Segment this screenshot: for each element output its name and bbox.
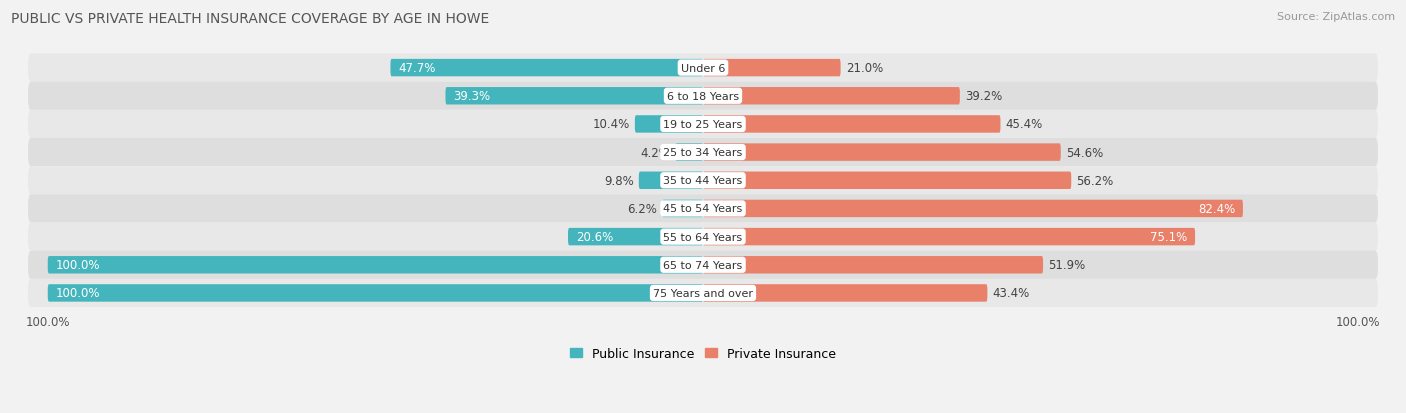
FancyBboxPatch shape <box>28 279 1378 307</box>
FancyBboxPatch shape <box>446 88 703 105</box>
FancyBboxPatch shape <box>391 60 703 77</box>
FancyBboxPatch shape <box>568 228 703 246</box>
Text: 100.0%: 100.0% <box>56 287 100 300</box>
FancyBboxPatch shape <box>28 55 1378 83</box>
Text: 45 to 54 Years: 45 to 54 Years <box>664 204 742 214</box>
FancyBboxPatch shape <box>28 251 1378 279</box>
Text: 4.2%: 4.2% <box>640 146 671 159</box>
FancyBboxPatch shape <box>703 200 1243 218</box>
FancyBboxPatch shape <box>703 144 1060 161</box>
Text: 56.2%: 56.2% <box>1077 174 1114 188</box>
Legend: Public Insurance, Private Insurance: Public Insurance, Private Insurance <box>569 347 837 360</box>
Text: 39.3%: 39.3% <box>453 90 491 103</box>
FancyBboxPatch shape <box>638 172 703 190</box>
Text: 65 to 74 Years: 65 to 74 Years <box>664 260 742 270</box>
Text: PUBLIC VS PRIVATE HEALTH INSURANCE COVERAGE BY AGE IN HOWE: PUBLIC VS PRIVATE HEALTH INSURANCE COVER… <box>11 12 489 26</box>
FancyBboxPatch shape <box>636 116 703 133</box>
Text: Source: ZipAtlas.com: Source: ZipAtlas.com <box>1277 12 1395 22</box>
Text: 47.7%: 47.7% <box>398 62 436 75</box>
Text: 51.9%: 51.9% <box>1049 259 1085 272</box>
Text: 10.4%: 10.4% <box>592 118 630 131</box>
FancyBboxPatch shape <box>703 228 1195 246</box>
FancyBboxPatch shape <box>48 285 703 302</box>
Text: 75.1%: 75.1% <box>1150 230 1187 244</box>
FancyBboxPatch shape <box>28 83 1378 111</box>
Text: 19 to 25 Years: 19 to 25 Years <box>664 120 742 130</box>
FancyBboxPatch shape <box>28 223 1378 251</box>
Text: 6 to 18 Years: 6 to 18 Years <box>666 92 740 102</box>
FancyBboxPatch shape <box>28 139 1378 167</box>
Text: 21.0%: 21.0% <box>846 62 883 75</box>
FancyBboxPatch shape <box>703 88 960 105</box>
FancyBboxPatch shape <box>662 200 703 218</box>
Text: 6.2%: 6.2% <box>627 202 657 216</box>
Text: 54.6%: 54.6% <box>1066 146 1104 159</box>
FancyBboxPatch shape <box>703 285 987 302</box>
Text: 43.4%: 43.4% <box>993 287 1029 300</box>
FancyBboxPatch shape <box>703 172 1071 190</box>
FancyBboxPatch shape <box>48 256 703 274</box>
Text: 45.4%: 45.4% <box>1005 118 1043 131</box>
FancyBboxPatch shape <box>703 60 841 77</box>
FancyBboxPatch shape <box>28 167 1378 195</box>
Text: 55 to 64 Years: 55 to 64 Years <box>664 232 742 242</box>
FancyBboxPatch shape <box>675 144 703 161</box>
Text: 82.4%: 82.4% <box>1198 202 1234 216</box>
FancyBboxPatch shape <box>28 111 1378 139</box>
FancyBboxPatch shape <box>703 116 1001 133</box>
Text: 20.6%: 20.6% <box>576 230 613 244</box>
FancyBboxPatch shape <box>28 195 1378 223</box>
Text: 39.2%: 39.2% <box>965 90 1002 103</box>
Text: 75 Years and over: 75 Years and over <box>652 288 754 298</box>
Text: 35 to 44 Years: 35 to 44 Years <box>664 176 742 186</box>
Text: 25 to 34 Years: 25 to 34 Years <box>664 148 742 158</box>
Text: Under 6: Under 6 <box>681 64 725 74</box>
Text: 9.8%: 9.8% <box>603 174 634 188</box>
FancyBboxPatch shape <box>703 256 1043 274</box>
Text: 100.0%: 100.0% <box>56 259 100 272</box>
